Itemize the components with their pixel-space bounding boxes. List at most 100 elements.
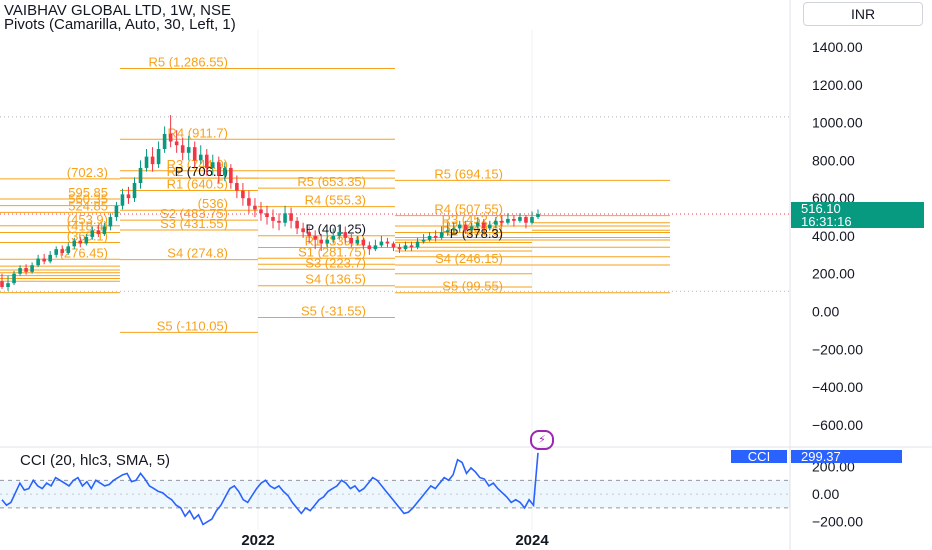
candle-body (500, 220, 504, 223)
candle-body (186, 147, 191, 153)
candle-body (481, 222, 486, 229)
bar-countdown-tag: 16:31:16 (791, 215, 924, 228)
candle-body (198, 154, 203, 161)
candle-body (337, 232, 342, 236)
candle-body (536, 214, 540, 218)
pivot-level-label: S2 (483.75) (160, 206, 228, 221)
candle-body (229, 167, 233, 184)
candle-body (415, 241, 420, 248)
candle-body (6, 283, 10, 287)
last-price-tag: 516.10 (791, 202, 924, 215)
pivot-level-label: (453.9) (67, 212, 108, 227)
pivot-level-label: P (378.3) (450, 226, 503, 241)
candle-body (313, 235, 317, 240)
candle-body (138, 167, 143, 184)
price-tick-label: 1000.00 (812, 115, 863, 131)
cci-label-tag: CCI (731, 450, 787, 463)
candle-body (180, 145, 185, 153)
candle-body (210, 162, 215, 168)
candle-body (295, 220, 299, 229)
price-tick-label: −400.00 (812, 379, 863, 395)
bolt-icon[interactable]: ⚡ (530, 430, 554, 450)
pivot-level-label: (418.4) (67, 218, 108, 233)
candle-body (162, 133, 167, 150)
pivot-level-label: S3 (223.7) (305, 255, 366, 270)
candle-body (488, 224, 492, 229)
pivot-level-label: 560.35 (68, 192, 108, 207)
candle-body (253, 205, 257, 210)
candle-body (307, 232, 311, 236)
candle-body (433, 235, 438, 238)
candle-body (265, 213, 269, 218)
pivot-level-label: R2 (418.2) (442, 219, 503, 234)
pivot-level-label: R1 (339.1) (305, 233, 366, 248)
candle-body (385, 241, 390, 244)
candle-body (108, 217, 113, 227)
candle-body (18, 268, 22, 274)
candle-body (439, 232, 444, 238)
pivot-level-label: P (706.1) (175, 164, 228, 179)
candle-body (24, 268, 28, 272)
candle-body (518, 217, 522, 221)
candle-body (361, 239, 366, 246)
pivot-level-label: S3 (431.55) (160, 216, 228, 231)
candle-body (174, 141, 179, 146)
pivot-level-label: S5 (99.55) (442, 279, 503, 294)
candle-body (84, 236, 89, 244)
candle-body (235, 183, 239, 191)
pivot-level-label: R5 (1,286.55) (149, 54, 229, 69)
candle-body (325, 239, 330, 244)
candle-body (427, 235, 432, 240)
pivot-level-label: P (401.25) (306, 222, 366, 237)
pivot-level-label: S4 (246.15) (435, 251, 503, 266)
price-tick-label: −200.00 (812, 341, 863, 357)
cci-line (1, 452, 539, 526)
time-axis-label: 2022 (241, 532, 274, 549)
candle-body (126, 194, 131, 199)
candle-body (72, 240, 77, 247)
candle-body (451, 228, 456, 231)
pivot-level-label: S4 (136.5) (305, 272, 366, 287)
cci-indicator-title[interactable]: CCI (20, hlc3, SMA, 5) (20, 452, 171, 469)
candle-body (301, 228, 305, 233)
pivot-indicator-title[interactable]: Pivots (Camarilla, Auto, 30, Left, 1) (4, 16, 236, 33)
currency-button[interactable]: INR (803, 2, 923, 26)
pivot-level-label: R5 (653.35) (297, 174, 366, 189)
pivot-level-label: (276.45) (60, 245, 108, 260)
cci-tick-label: 0.00 (812, 486, 839, 502)
cci-tick-label: −200.00 (812, 514, 863, 530)
candle-body (403, 245, 408, 250)
pivot-level-label: R4 (911.7) (168, 125, 228, 140)
candle-body (36, 258, 40, 266)
candle-body (283, 213, 287, 223)
candle-body (469, 226, 474, 231)
candle-body (367, 245, 372, 250)
candle-body (241, 190, 245, 199)
candle-body (349, 237, 354, 244)
price-tick-label: 1400.00 (812, 39, 863, 55)
candle-body (409, 245, 414, 248)
candle-body (319, 239, 323, 244)
candle-body (271, 217, 275, 221)
pivot-level-label: S5 (-110.05) (157, 318, 228, 333)
candle-body (445, 230, 450, 233)
candle-body (331, 235, 336, 240)
candle-body (78, 240, 83, 244)
candle-body (373, 245, 378, 250)
candle-body (512, 218, 516, 221)
candle-body (156, 149, 161, 165)
symbol-title: VAIBHAV GLOBAL LTD, 1W, NSE (4, 2, 232, 19)
candle-body (247, 198, 251, 206)
candle-body (463, 224, 468, 231)
candle-body (379, 241, 384, 246)
candle-body (168, 133, 173, 142)
pivot-level-label: S5 (-31.55) (301, 303, 366, 318)
price-tick-label: 1200.00 (812, 77, 863, 93)
candle-body (457, 224, 462, 229)
candle-body (506, 218, 510, 223)
candle-body (530, 217, 534, 223)
candle-body (102, 226, 107, 235)
candle-body (66, 246, 71, 253)
candle-body (524, 217, 528, 223)
